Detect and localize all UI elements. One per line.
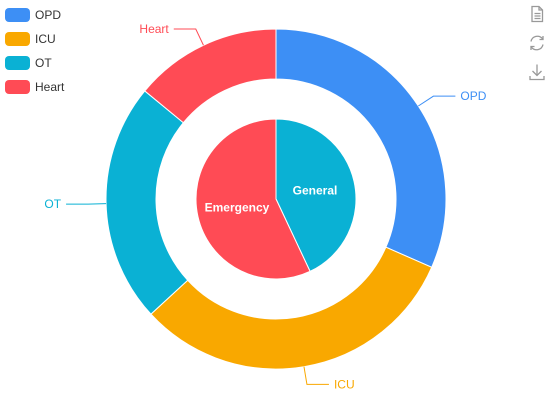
- legend-item-ot[interactable]: OT: [5, 51, 64, 75]
- legend-item-heart[interactable]: Heart: [5, 75, 64, 99]
- legend-swatch-heart: [5, 80, 30, 94]
- inner-label-emergency: Emergency: [205, 201, 270, 215]
- label-line-heart: [174, 29, 204, 45]
- download-icon[interactable]: [527, 62, 547, 82]
- legend-label-opd: OPD: [35, 8, 61, 22]
- outer-label-ot: OT: [44, 197, 61, 211]
- refresh-icon[interactable]: [527, 33, 547, 53]
- legend-item-opd[interactable]: OPD: [5, 3, 64, 27]
- outer-slice-ot[interactable]: [106, 91, 188, 314]
- legend-swatch-ot: [5, 56, 30, 70]
- toolbox: [527, 4, 547, 91]
- outer-label-heart: Heart: [139, 22, 169, 36]
- label-line-icu: [304, 367, 329, 385]
- legend-swatch-opd: [5, 8, 30, 22]
- legend-label-heart: Heart: [35, 80, 64, 94]
- legend-swatch-icu: [5, 32, 30, 46]
- outer-label-icu: ICU: [334, 377, 355, 391]
- legend-label-ot: OT: [35, 56, 52, 70]
- inner-label-general: General: [293, 183, 338, 197]
- outer-label-opd: OPD: [460, 89, 486, 103]
- legend: OPD ICU OT Heart: [5, 3, 64, 99]
- data-view-icon[interactable]: [527, 4, 547, 24]
- label-line-opd: [418, 96, 455, 106]
- legend-item-icu[interactable]: ICU: [5, 27, 64, 51]
- legend-label-icu: ICU: [35, 32, 56, 46]
